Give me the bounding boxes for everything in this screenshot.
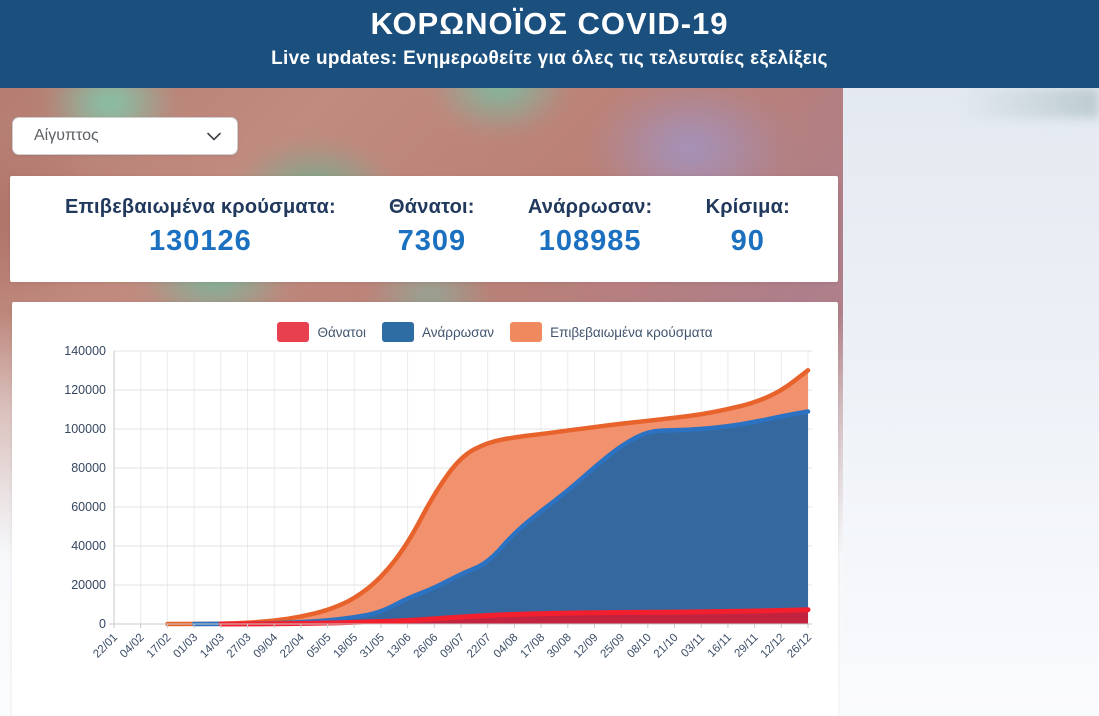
svg-text:08/10: 08/10 <box>625 632 654 661</box>
country-dropdown-value: Αίγυπτος <box>34 127 99 144</box>
svg-text:12/12: 12/12 <box>759 632 788 661</box>
legend-swatch <box>381 322 414 342</box>
svg-text:26/12: 26/12 <box>785 632 814 661</box>
stat-value: 90 <box>730 225 765 257</box>
svg-text:13/06: 13/06 <box>385 632 414 661</box>
legend-label: Ανάρρωσαν <box>421 324 495 340</box>
chart-card: Θάνατοι Ανάρρωσαν Επιβεβαιωμένα κρούσματα … <box>12 302 838 716</box>
svg-text:26/06: 26/06 <box>412 632 441 661</box>
svg-text:18/05: 18/05 <box>331 632 360 661</box>
svg-text:140000: 140000 <box>64 344 106 358</box>
stat-label: Θάνατοι: <box>389 196 475 218</box>
stat-label: Κρίσιμα: <box>705 196 790 218</box>
background-gradient <box>843 88 1099 716</box>
svg-text:01/03: 01/03 <box>171 632 200 661</box>
legend-swatch <box>277 322 310 342</box>
country-dropdown[interactable]: Αίγυπτος <box>12 117 238 155</box>
svg-text:17/02: 17/02 <box>145 632 174 661</box>
svg-text:100000: 100000 <box>64 422 106 436</box>
stat-value: 108985 <box>538 225 642 257</box>
stat-label: Επιβεβαιωμένα κρούσματα: <box>65 196 336 218</box>
svg-text:04/08: 04/08 <box>492 632 521 661</box>
legend-swatch <box>510 322 543 342</box>
stat-label: Ανάρρωσαν: <box>527 196 653 218</box>
stat-value: 130126 <box>149 225 252 257</box>
legend-item[interactable]: Επιβεβαιωμένα κρούσματα <box>510 322 713 342</box>
page-subtitle: Live updates: Ενημερωθείτε για όλες τις … <box>271 48 828 69</box>
svg-text:20000: 20000 <box>71 578 106 592</box>
svg-text:16/11: 16/11 <box>706 632 734 660</box>
stat-block: Ανάρρωσαν: 108985 <box>528 196 653 258</box>
svg-text:14/03: 14/03 <box>198 632 227 661</box>
chart-axes <box>109 351 812 628</box>
svg-text:05/05: 05/05 <box>305 632 334 661</box>
legend-label: Επιβεβαιωμένα κρούσματα <box>550 324 713 340</box>
covid-chart[interactable]: 0 20000 40000 60000 80000 100000 120000 140000 2… <box>12 302 838 716</box>
legend-label: Θάνατοι <box>317 324 366 340</box>
page-title: ΚΟΡΩΝΟΪΟΣ COVID-19 <box>370 6 729 41</box>
legend-item[interactable]: Θάνατοι <box>277 322 366 342</box>
svg-text:22/01: 22/01 <box>91 632 120 661</box>
chart-series-0 <box>218 607 811 627</box>
svg-text:21/10: 21/10 <box>652 632 681 661</box>
svg-text:30/08: 30/08 <box>545 632 574 661</box>
stats-card: Επιβεβαιωμένα κρούσματα: 130126 Θάνατοι: 73… <box>10 176 838 282</box>
svg-text:09/04: 09/04 <box>251 631 280 660</box>
svg-text:80000: 80000 <box>71 461 106 475</box>
corner-photo-blur <box>959 88 1099 118</box>
chart-legend: Θάνατοι Ανάρρωσαν Επιβεβαιωμένα κρούσματα <box>82 322 908 342</box>
svg-text:29/11: 29/11 <box>732 632 760 660</box>
stat-value: 7309 <box>397 225 467 257</box>
svg-text:22/07: 22/07 <box>465 632 494 661</box>
svg-text:60000: 60000 <box>71 500 106 514</box>
svg-text:120000: 120000 <box>64 383 106 397</box>
header-banner: ΚΟΡΩΝΟΪΟΣ COVID-19 Live updates: Ενημερω… <box>0 0 1099 88</box>
svg-text:25/09: 25/09 <box>598 632 627 661</box>
svg-text:03/11: 03/11 <box>679 632 707 660</box>
stat-block: Κρίσιμα: 90 <box>706 196 790 258</box>
svg-text:12/09: 12/09 <box>572 632 601 661</box>
svg-text:22/04: 22/04 <box>278 631 307 660</box>
svg-text:17/08: 17/08 <box>518 632 547 661</box>
chevron-down-icon <box>207 132 221 141</box>
svg-text:09/07: 09/07 <box>438 632 467 661</box>
stat-block: Επιβεβαιωμένα κρούσματα: 130126 <box>65 196 336 258</box>
svg-text:04/02: 04/02 <box>118 632 147 661</box>
svg-text:27/03: 27/03 <box>225 632 254 661</box>
svg-text:0: 0 <box>99 617 106 631</box>
chart-y-tick-labels: 0 20000 40000 60000 80000 100000 120000 140000 <box>64 344 106 631</box>
chart-x-tick-labels: 22/0104/0217/0201/0314/0327/0309/0422/04… <box>91 631 814 660</box>
svg-text:40000: 40000 <box>71 539 106 553</box>
stat-block: Θάνατοι: 7309 <box>389 196 475 258</box>
legend-item[interactable]: Ανάρρωσαν <box>381 322 495 342</box>
svg-text:31/05: 31/05 <box>358 632 387 661</box>
